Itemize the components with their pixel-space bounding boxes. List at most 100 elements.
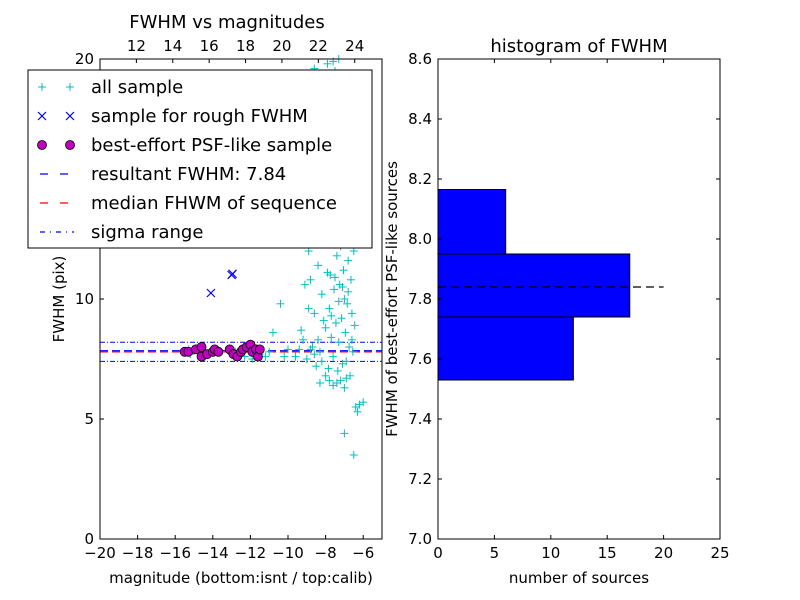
scatter-x-label: magnitude (bottom:isnt / top:calib) <box>109 569 373 587</box>
legend-marker-rough-sample <box>37 111 47 121</box>
all-sample-point <box>340 295 349 303</box>
scatter-panel: −20 −18 −16 −14 −12 −10 −8 −6 0 5 10 20 12 14 16 18 20… <box>27 12 383 587</box>
histogram-bars <box>437 189 631 381</box>
legend-box <box>27 69 373 249</box>
all-sample-point <box>306 345 315 354</box>
all-sample-point <box>310 350 319 359</box>
all-sample-point <box>321 371 330 380</box>
all-sample-point <box>348 347 357 356</box>
scatter-y-label: FWHM (pix) <box>50 256 68 343</box>
scatter-x-tick-label: −14 <box>197 544 229 562</box>
legend-markers <box>37 83 75 233</box>
all-sample-point <box>343 299 352 308</box>
all-sample-point <box>340 429 349 438</box>
all-sample-point <box>342 374 351 383</box>
scatter-top-ticks: 12 14 16 18 20 22 24 <box>127 37 364 63</box>
all-sample-point <box>284 345 292 354</box>
rough-sample-point <box>206 288 216 298</box>
all-sample-point <box>334 297 343 306</box>
legend-marker-all-sample <box>66 83 74 91</box>
scatter-x-tick-label: −12 <box>235 544 267 562</box>
all-sample-point <box>347 309 356 318</box>
all-sample-point <box>347 335 356 344</box>
all-sample-point <box>321 323 330 332</box>
all-sample-point <box>312 362 321 371</box>
histogram-y-tick-label: 7.6 <box>408 350 432 368</box>
all-sample-point <box>265 347 274 356</box>
scatter-x-tick-label: −8 <box>315 544 337 562</box>
all-sample-point <box>268 328 277 337</box>
all-sample-point <box>340 383 349 392</box>
legend-label-best-sample: best-effort PSF-like sample <box>91 135 332 156</box>
legend-marker-best-sample <box>65 140 75 150</box>
scatter-top-tick-label: 20 <box>272 37 291 55</box>
scatter-top-tick-label: 24 <box>345 37 364 55</box>
legend-marker-best-sample <box>37 140 47 150</box>
legend-label-median: median FHWM of sequence <box>91 193 337 214</box>
all-sample-point <box>341 328 350 337</box>
legend-marker-all-sample <box>38 83 46 91</box>
all-sample-point <box>304 304 313 313</box>
histogram-x-tick-label: 25 <box>710 544 729 562</box>
all-sample-point <box>349 451 358 459</box>
scatter-top-tick-label: 14 <box>163 37 182 55</box>
all-sample-point <box>300 280 309 289</box>
histogram-y-tick-label: 7.4 <box>408 410 432 428</box>
scatter-legend: all sample sample for rough FWHM best-ef… <box>27 69 373 249</box>
best-sample-point <box>213 346 224 357</box>
all-sample-point <box>344 256 353 265</box>
legend-marker-rough-sample <box>65 111 75 121</box>
legend-label-resultant: resultant FWHM: 7.84 <box>91 164 286 185</box>
all-sample-point <box>330 285 339 294</box>
all-sample-point <box>329 381 338 390</box>
scatter-x-tick-label: −16 <box>159 544 191 562</box>
all-sample-point <box>315 347 324 356</box>
histogram-y-tick-label: 8.4 <box>408 110 432 128</box>
rough-sample-point <box>228 269 237 279</box>
all-sample-point <box>342 357 351 366</box>
all-sample-point <box>302 355 311 363</box>
histogram-panel: 0 5 10 15 20 25 7.0 7.2 7.4 7.6 7.8 8.0 8.2 8.4 8.6 h… <box>383 36 730 587</box>
histogram-x-tick-label: 0 <box>433 544 443 562</box>
all-sample-point <box>344 287 353 296</box>
all-sample-point <box>324 364 333 373</box>
histogram-y-tick-label: 8.0 <box>408 230 432 248</box>
all-sample-point <box>280 352 289 361</box>
histogram-x-ticks: 0 5 10 15 20 25 <box>433 59 730 562</box>
all-sample-point <box>315 379 324 387</box>
histogram-y-label: FWHM of best-effort PSF-like sources <box>383 161 401 437</box>
histogram-y-ticks: 7.0 7.2 7.4 7.6 7.8 8.0 8.2 8.4 8.6 <box>408 50 720 548</box>
all-sample-point <box>350 321 359 330</box>
all-sample-point <box>332 251 341 260</box>
all-sample-point <box>353 407 362 416</box>
all-sample-point <box>334 338 343 347</box>
all-sample-point <box>314 261 323 270</box>
scatter-title: FWHM vs magnitudes <box>129 12 324 33</box>
scatter-x-tick-label: −6 <box>352 544 374 562</box>
scatter-x-tick-label: −10 <box>272 544 304 562</box>
all-sample-point <box>346 275 355 284</box>
all-sample-point <box>317 290 326 299</box>
all-sample-point <box>295 345 304 354</box>
best-sample-point <box>196 342 207 352</box>
scatter-x-ticks: −20 −18 −16 −14 −12 −10 −8 −6 <box>84 535 374 562</box>
all-sample-point <box>323 59 332 68</box>
histogram-y-tick-label: 7.8 <box>408 290 432 308</box>
all-sample-point <box>323 268 332 277</box>
histogram-y-tick-label: 7.2 <box>408 470 432 488</box>
legend-label-rough-sample: sample for rough FWHM <box>91 106 308 127</box>
all-sample-point <box>276 299 285 308</box>
scatter-top-tick-label: 16 <box>200 37 219 55</box>
histogram-x-label: number of sources <box>509 569 649 587</box>
all-sample-point <box>317 357 326 366</box>
all-sample-point <box>359 398 368 407</box>
scatter-top-tick-label: 22 <box>309 37 328 55</box>
scatter-y-tick-label: 10 <box>75 290 94 308</box>
histogram-bar <box>437 316 574 381</box>
histogram-title: histogram of FWHM <box>490 36 667 57</box>
all-sample-point <box>314 335 323 344</box>
histogram-bar <box>437 253 631 318</box>
scatter-y-tick-label: 20 <box>75 50 94 68</box>
scatter-x-tick-label: −18 <box>122 544 154 562</box>
